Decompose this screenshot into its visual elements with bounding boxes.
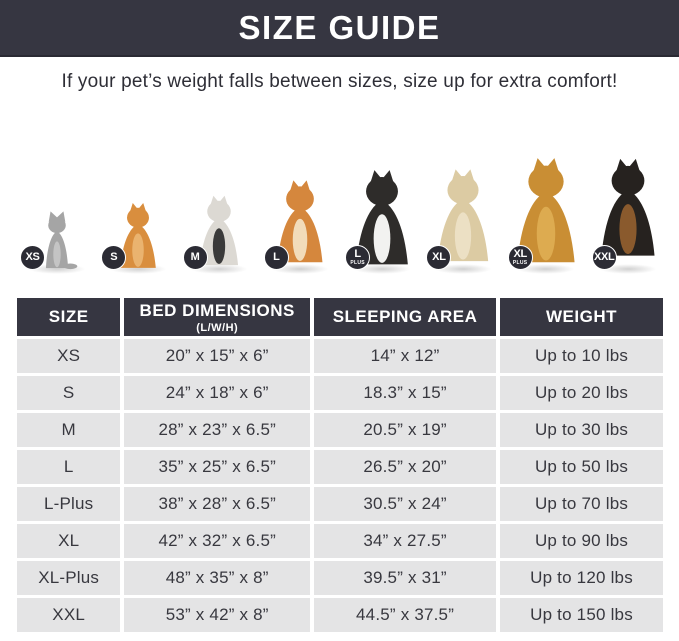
cell-bed-dimensions: 35” x 25” x 6.5” bbox=[124, 450, 311, 484]
cell-weight: Up to 20 lbs bbox=[500, 376, 663, 410]
cell-bed-dimensions: 42” x 32” x 6.5” bbox=[124, 524, 311, 558]
lineup-item-xs: XS bbox=[16, 210, 97, 274]
cell-size: XL bbox=[17, 524, 121, 558]
cell-sleeping-area: 34” x 27.5” bbox=[314, 524, 497, 558]
cell-sleeping-area: 18.3” x 15” bbox=[314, 376, 497, 410]
size-badge-xl: XL bbox=[426, 245, 452, 270]
lineup-item-s: S bbox=[97, 202, 178, 274]
shadow bbox=[599, 264, 657, 274]
cell-sleeping-area: 14” x 12” bbox=[314, 339, 497, 373]
size-badge-l-plus: L PLUS bbox=[345, 245, 371, 270]
cell-weight: Up to 70 lbs bbox=[500, 487, 663, 521]
cell-size: XL-Plus bbox=[17, 561, 121, 595]
col-header-size: SIZE bbox=[17, 298, 121, 336]
cell-size: XXL bbox=[17, 598, 121, 632]
table-row: XL-Plus 48” x 35” x 8” 39.5” x 31” Up to… bbox=[17, 561, 663, 595]
shadow bbox=[28, 264, 86, 274]
col-header-bed-dimensions: BED DIMENSIONS (L/W/H) bbox=[124, 298, 311, 336]
badge-sublabel: PLUS bbox=[512, 260, 528, 266]
table-row: L-Plus 38” x 28” x 6.5” 30.5” x 24” Up t… bbox=[17, 487, 663, 521]
table-row: S 24” x 18” x 6” 18.3” x 15” Up to 20 lb… bbox=[17, 376, 663, 410]
size-guide-banner: SIZE GUIDE bbox=[0, 0, 679, 57]
lineup-item-m: M bbox=[179, 192, 260, 274]
cell-bed-dimensions: 53” x 42” x 8” bbox=[124, 598, 311, 632]
lineup-item-l-plus: L PLUS bbox=[341, 166, 422, 274]
lineup-item-l: L bbox=[260, 174, 341, 274]
cell-bed-dimensions: 20” x 15” x 6” bbox=[124, 339, 311, 373]
size-table: SIZE BED DIMENSIONS (L/W/H) SLEEPING AREA… bbox=[13, 295, 667, 635]
cell-size: L-Plus bbox=[17, 487, 121, 521]
badge-label: L bbox=[273, 251, 280, 263]
size-badge-xl-plus: XL PLUS bbox=[507, 245, 533, 270]
col-header-sleeping-area: SLEEPING AREA bbox=[314, 298, 497, 336]
table-row: M 28” x 23” x 6.5” 20.5” x 19” Up to 30 … bbox=[17, 413, 663, 447]
cell-weight: Up to 50 lbs bbox=[500, 450, 663, 484]
badge-label: XS bbox=[25, 251, 40, 263]
cell-sleeping-area: 26.5” x 20” bbox=[314, 450, 497, 484]
size-badge-m: M bbox=[182, 245, 208, 270]
cell-size: M bbox=[17, 413, 121, 447]
cell-bed-dimensions: 38” x 28” x 6.5” bbox=[124, 487, 311, 521]
cell-size: S bbox=[17, 376, 121, 410]
lineup-item-xl: XL bbox=[422, 162, 503, 274]
size-badge-s: S bbox=[101, 245, 127, 270]
subtitle-row: If your pet’s weight falls between sizes… bbox=[0, 57, 679, 107]
cell-weight: Up to 90 lbs bbox=[500, 524, 663, 558]
cell-sleeping-area: 39.5” x 31” bbox=[314, 561, 497, 595]
cell-weight: Up to 150 lbs bbox=[500, 598, 663, 632]
table-header-row: SIZE BED DIMENSIONS (L/W/H) SLEEPING AREA… bbox=[17, 298, 663, 336]
shadow bbox=[109, 264, 167, 274]
badge-label: XL bbox=[513, 248, 527, 260]
table-row: XXL 53” x 42” x 8” 44.5” x 37.5” Up to 1… bbox=[17, 598, 663, 632]
size-badge-xxl: XXL bbox=[591, 245, 617, 270]
table-row: L 35” x 25” x 6.5” 26.5” x 20” Up to 50 … bbox=[17, 450, 663, 484]
cell-bed-dimensions: 24” x 18” x 6” bbox=[124, 376, 311, 410]
shadow bbox=[190, 264, 248, 274]
size-badge-l: L bbox=[263, 245, 289, 270]
cell-bed-dimensions: 48” x 35” x 8” bbox=[124, 561, 311, 595]
badge-label: XXL bbox=[593, 251, 615, 263]
badge-label: S bbox=[110, 251, 118, 263]
cell-weight: Up to 120 lbs bbox=[500, 561, 663, 595]
badge-label: XL bbox=[432, 251, 446, 263]
cell-bed-dimensions: 28” x 23” x 6.5” bbox=[124, 413, 311, 447]
size-badge-xs: XS bbox=[20, 245, 45, 270]
subtitle-text: If your pet’s weight falls between sizes… bbox=[61, 71, 618, 92]
col-header-weight: WEIGHT bbox=[500, 298, 663, 336]
badge-label: L bbox=[354, 248, 361, 260]
table-row: XS 20” x 15” x 6” 14” x 12” Up to 10 lbs bbox=[17, 339, 663, 373]
badge-label: M bbox=[190, 251, 200, 263]
col-header-bed-sub: (L/W/H) bbox=[196, 321, 239, 334]
size-table-section: SIZE BED DIMENSIONS (L/W/H) SLEEPING AREA… bbox=[0, 290, 679, 635]
cell-weight: Up to 30 lbs bbox=[500, 413, 663, 447]
table-row: XL 42” x 32” x 6.5” 34” x 27.5” Up to 90… bbox=[17, 524, 663, 558]
cell-sleeping-area: 44.5” x 37.5” bbox=[314, 598, 497, 632]
lineup-item-xl-plus: XL PLUS bbox=[504, 152, 588, 274]
shadow bbox=[272, 264, 329, 274]
shadow bbox=[516, 264, 576, 274]
shadow bbox=[434, 264, 492, 274]
cell-size: XS bbox=[17, 339, 121, 373]
cell-size: L bbox=[17, 450, 121, 484]
shadow bbox=[353, 264, 411, 274]
pet-size-lineup: XS S M L L PLUS bbox=[0, 107, 679, 290]
cell-weight: Up to 10 lbs bbox=[500, 339, 663, 373]
cell-sleeping-area: 20.5” x 19” bbox=[314, 413, 497, 447]
badge-sublabel: PLUS bbox=[350, 260, 365, 266]
lineup-item-xxl: XXL bbox=[588, 146, 669, 274]
cell-sleeping-area: 30.5” x 24” bbox=[314, 487, 497, 521]
page-title: SIZE GUIDE bbox=[238, 8, 441, 46]
